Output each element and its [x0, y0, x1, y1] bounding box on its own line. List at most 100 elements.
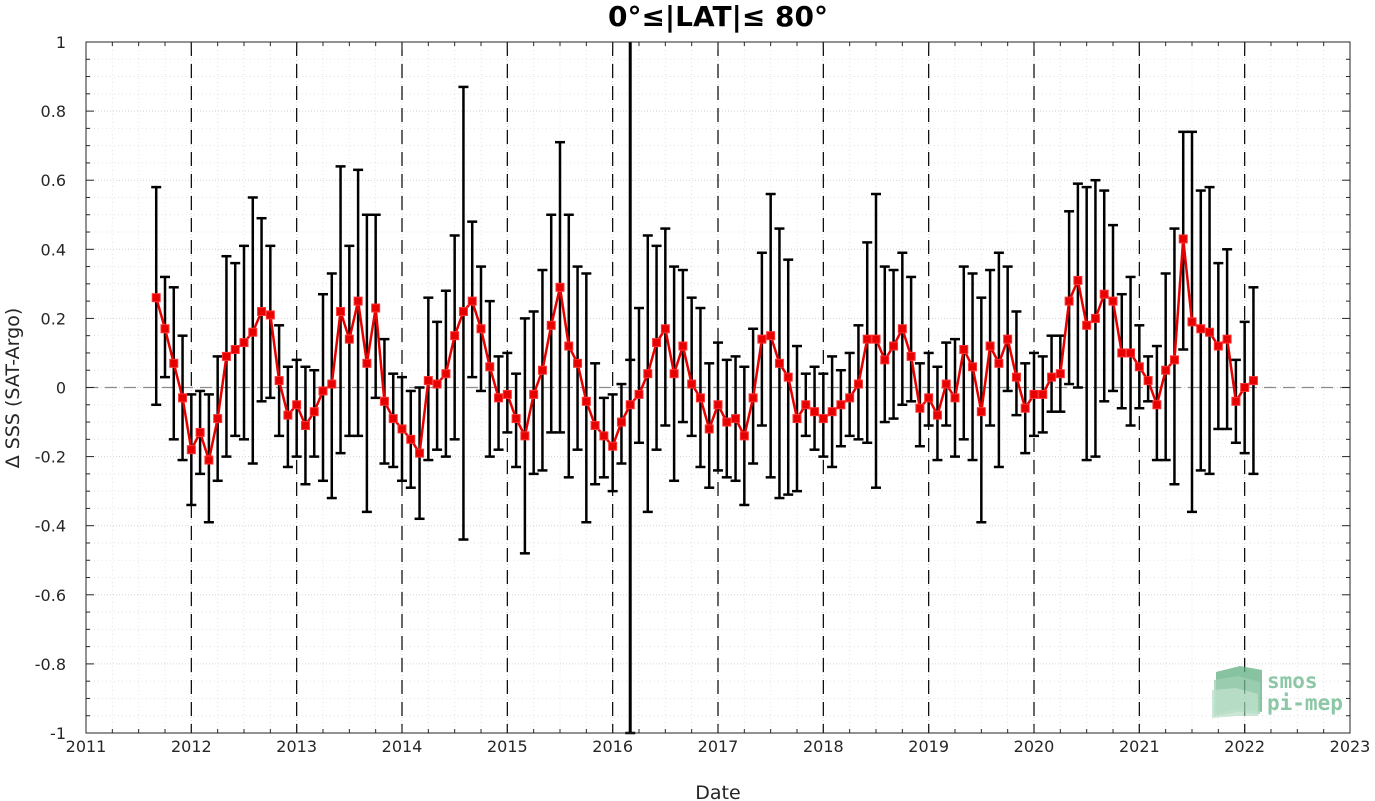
data-point — [485, 362, 495, 372]
data-point — [327, 379, 337, 389]
data-point — [265, 310, 275, 320]
data-point — [1029, 389, 1039, 399]
data-point — [274, 376, 284, 386]
y-tick-label: -0.6 — [35, 586, 66, 605]
x-tick-label: 2011 — [66, 737, 107, 756]
data-point — [1099, 289, 1109, 299]
data-point — [634, 389, 644, 399]
data-point — [178, 393, 188, 403]
data-point — [985, 341, 995, 351]
data-point — [1161, 365, 1171, 375]
data-point — [362, 358, 372, 368]
data-point — [537, 365, 547, 375]
data-point — [722, 417, 732, 427]
data-point — [1240, 383, 1250, 392]
data-point — [476, 324, 486, 334]
y-axis-label: Δ SSS (SAT-Argo) — [2, 308, 24, 468]
data-point — [441, 369, 451, 379]
data-point — [976, 407, 986, 417]
data-point — [792, 414, 802, 424]
data-point — [845, 393, 855, 403]
data-point — [853, 379, 863, 389]
data-point — [432, 379, 442, 389]
data-point — [941, 379, 951, 389]
data-point — [950, 393, 960, 403]
data-point — [353, 296, 363, 306]
data-point — [1143, 376, 1153, 386]
data-point — [283, 410, 293, 420]
data-point — [248, 327, 258, 337]
data-point — [704, 424, 714, 434]
data-point — [959, 344, 969, 354]
data-point — [169, 358, 179, 368]
x-tick-label: 2018 — [803, 737, 844, 756]
data-point — [889, 341, 899, 351]
data-point — [1082, 320, 1092, 330]
x-tick-labels: 2011 2012 2013 2014 2015 2016 2017 2018 2019 2020… — [66, 737, 1371, 756]
data-point — [423, 376, 433, 386]
data-point — [660, 324, 670, 334]
data-point — [616, 417, 626, 427]
y-tick-label: 0.4 — [41, 240, 66, 259]
axis-ticks — [85, 41, 1351, 734]
data-point — [880, 355, 890, 365]
data-point — [160, 324, 170, 334]
year-boundary-lines — [190, 42, 1246, 733]
data-point — [257, 306, 267, 316]
data-point — [1108, 296, 1118, 306]
logo-icon — [1212, 666, 1262, 718]
data-point — [458, 306, 468, 316]
data-point — [669, 369, 679, 379]
data-point — [748, 393, 758, 403]
data-point — [643, 369, 653, 379]
data-point — [1134, 362, 1144, 372]
y-tick-label: 1 — [56, 33, 66, 52]
y-tick-label: -0.2 — [35, 448, 66, 467]
data-point — [652, 338, 662, 348]
data-point — [1169, 355, 1179, 365]
data-point — [818, 414, 828, 424]
data-point — [300, 421, 310, 431]
logo-text-line1: smos — [1267, 669, 1318, 693]
data-point — [1187, 317, 1197, 327]
x-tick-label: 2021 — [1119, 737, 1160, 756]
data-point — [897, 324, 907, 334]
data-points — [151, 234, 1258, 465]
data-point — [1064, 296, 1074, 306]
data-point — [774, 358, 784, 368]
data-point — [687, 379, 697, 389]
data-point — [529, 389, 539, 399]
data-point — [318, 386, 328, 396]
x-tick-label: 2022 — [1224, 737, 1265, 756]
x-tick-label: 2023 — [1330, 737, 1371, 756]
data-point — [766, 331, 776, 341]
data-point — [599, 431, 609, 441]
y-tick-label: -0.4 — [35, 517, 66, 536]
chart-title: 0°≤|LAT|≤ 80° — [608, 0, 828, 33]
data-point — [924, 393, 934, 403]
data-point — [1196, 324, 1206, 334]
y-tick-label: 0 — [56, 379, 66, 398]
logo-text-line2: pi-mep — [1267, 691, 1343, 715]
data-point — [230, 344, 240, 354]
smos-pi-mep-logo: smos pi-mep — [1212, 666, 1343, 718]
data-point — [1205, 327, 1215, 337]
data-point — [388, 414, 398, 424]
data-point — [239, 338, 249, 348]
x-tick-label: 2020 — [1014, 737, 1055, 756]
data-point — [1231, 396, 1241, 406]
data-point — [204, 455, 214, 465]
data-point — [836, 400, 846, 410]
data-point — [1126, 348, 1136, 358]
data-point — [1003, 334, 1013, 344]
data-point — [397, 424, 407, 434]
data-point — [827, 407, 837, 417]
data-point — [739, 431, 749, 441]
data-point — [221, 351, 231, 361]
data-point — [1222, 334, 1232, 344]
x-tick-label: 2014 — [382, 737, 423, 756]
data-point — [1152, 400, 1162, 410]
data-point — [151, 293, 161, 303]
data-point — [810, 407, 820, 417]
